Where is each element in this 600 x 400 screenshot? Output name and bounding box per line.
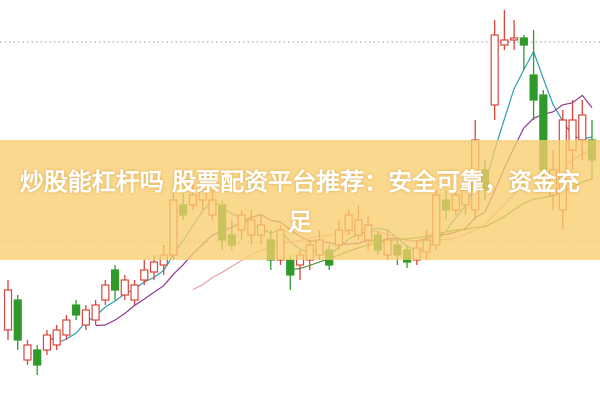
candle-body xyxy=(52,329,61,346)
title-banner xyxy=(0,140,600,260)
candle-body xyxy=(91,304,100,321)
article-title: 炒股能杠杆吗 股票配资平台推荐：安全可靠，资金充足 xyxy=(19,168,581,236)
candle-body xyxy=(72,304,81,316)
candle-body xyxy=(33,349,42,366)
candle-body xyxy=(101,284,110,301)
candle-body xyxy=(510,37,519,41)
candle-body xyxy=(286,259,295,276)
candle-body xyxy=(149,261,159,273)
candle-body xyxy=(500,39,509,46)
candle-body xyxy=(130,284,139,301)
candle-body xyxy=(140,269,149,281)
candle-body xyxy=(3,289,13,331)
candle-body xyxy=(529,74,538,101)
candle-body xyxy=(42,334,52,351)
candle-body xyxy=(23,344,32,361)
candle-body xyxy=(519,37,528,46)
candle-body xyxy=(13,299,22,341)
candle-body xyxy=(490,34,499,106)
candle-body xyxy=(110,269,120,291)
candle-body xyxy=(62,319,71,336)
candle-body xyxy=(578,114,587,141)
candle-body xyxy=(81,309,90,326)
candle-body xyxy=(120,279,129,296)
